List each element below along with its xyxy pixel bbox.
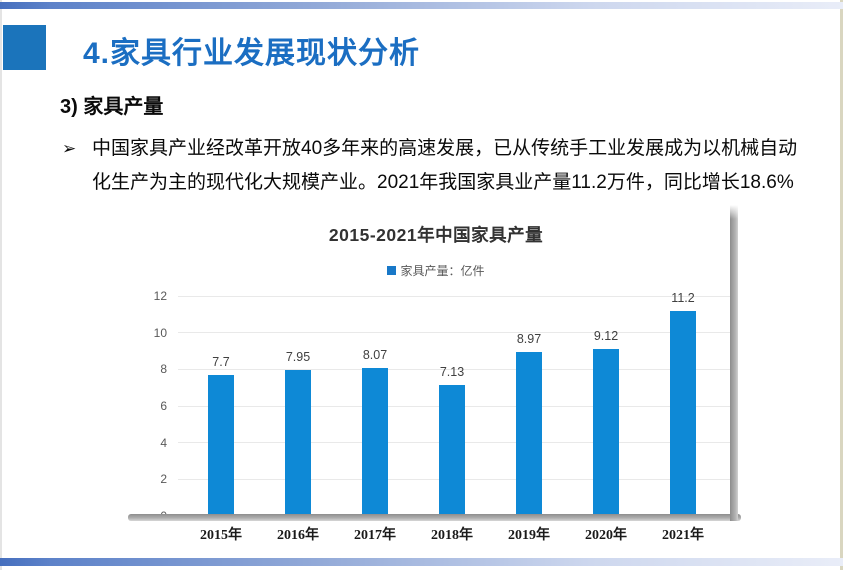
y-axis-label: 6 bbox=[160, 399, 167, 413]
top-accent-strip bbox=[0, 2, 843, 9]
bullet-line-1: 中国家具产业经改革开放40多年来的高速发展，已从传统手工业发展成为以机械自动 bbox=[92, 138, 798, 159]
bullet-arrow-icon: ➢ bbox=[62, 139, 77, 158]
grid-line bbox=[178, 295, 730, 297]
bar-chart: 2015-2021年中国家具产量 家具产量：亿件 0246810127.7201… bbox=[128, 205, 741, 548]
bar-value-label: 8.07 bbox=[362, 348, 388, 363]
y-axis-label: 4 bbox=[160, 435, 167, 450]
chart-title: 2015-2021年中国家具产量 bbox=[328, 225, 544, 245]
legend-swatch-icon bbox=[387, 266, 397, 275]
bar bbox=[670, 310, 696, 516]
x-axis-label: 2021年 bbox=[662, 528, 704, 543]
x-axis-label: 2018年 bbox=[431, 528, 473, 543]
x-axis-label: 2017年 bbox=[354, 528, 396, 543]
bullet-paragraph: ➢ 中国家具产业经改革开放40多年来的高速发展，已从传统手工业发展成为以机械自动… bbox=[62, 132, 822, 200]
grid-line bbox=[178, 368, 730, 370]
x-axis-label: 2020年 bbox=[585, 528, 627, 543]
bar-value-label: 11.2 bbox=[671, 290, 695, 305]
bullet-line-2: 化生产为主的现代化大规模产业。2021年我国家具业产量11.2万件，同比增长18… bbox=[92, 172, 794, 193]
bar-value-label: 7.7 bbox=[212, 354, 230, 369]
axis-shadow-bottom bbox=[128, 514, 741, 521]
grid-line bbox=[178, 332, 730, 334]
y-axis-label: 12 bbox=[153, 289, 167, 303]
bottom-accent-strip bbox=[0, 558, 843, 566]
bar bbox=[208, 374, 234, 516]
bar bbox=[285, 370, 311, 516]
x-axis-label: 2015年 bbox=[200, 528, 242, 543]
bar-value-label: 7.95 bbox=[285, 350, 311, 365]
legend-label: 家具产量：亿件 bbox=[400, 264, 485, 278]
bar bbox=[593, 348, 619, 516]
slide-left-edge bbox=[0, 0, 2, 570]
y-axis-label: 10 bbox=[153, 325, 167, 340]
x-axis-label: 2016年 bbox=[277, 528, 319, 543]
plot-shadow-right bbox=[730, 205, 738, 521]
bullet-text: 中国家具产业经改革开放40多年来的高速发展，已从传统手工业发展成为以机械自动 化… bbox=[92, 132, 797, 200]
chart-legend: 家具产量：亿件 bbox=[135, 262, 737, 279]
bar bbox=[516, 351, 542, 516]
y-axis-label: 2 bbox=[160, 472, 167, 487]
title-accent-square bbox=[3, 25, 46, 70]
slide-right-edge bbox=[840, 0, 843, 570]
bar-value-label: 7.13 bbox=[439, 365, 465, 380]
bar-value-label: 9.12 bbox=[593, 328, 619, 343]
x-axis-label: 2019年 bbox=[508, 528, 550, 543]
bar-value-label: 8.97 bbox=[516, 331, 542, 346]
y-axis-label: 8 bbox=[160, 362, 167, 377]
page-title: 4.家具行业发展现状分析 bbox=[83, 37, 421, 70]
bar bbox=[362, 368, 388, 516]
bar bbox=[439, 385, 465, 516]
section-subheading: 3) 家具产量 bbox=[60, 96, 164, 118]
